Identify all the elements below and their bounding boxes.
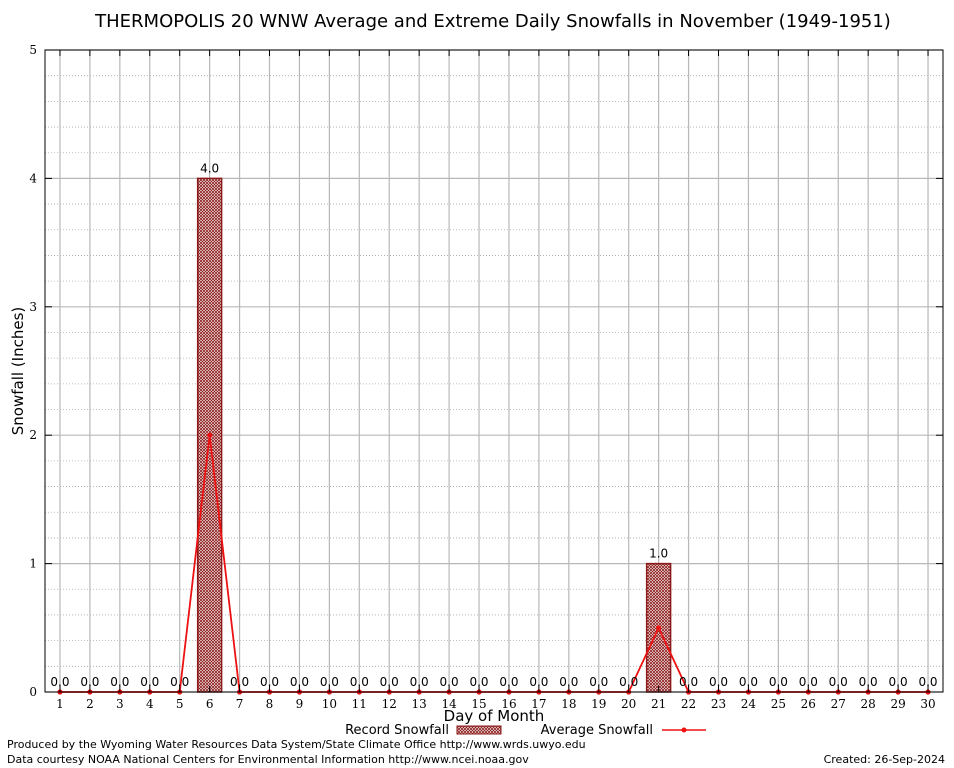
x-tick-label: 17 [531,697,546,711]
record-data-label: 0.0 [290,675,309,689]
legend-record-label: Record Snowfall [345,723,449,738]
average-point [656,625,662,631]
x-tick-label: 19 [591,697,606,711]
y-tick-label: 3 [29,300,37,314]
x-tick-label: 2 [86,697,94,711]
record-data-label: 0.0 [679,675,698,689]
record-data-label: 0.0 [350,675,369,689]
record-data-label: 0.0 [769,675,788,689]
x-tick-label: 6 [206,697,214,711]
record-data-label: 0.0 [260,675,279,689]
x-tick-label: 9 [296,697,304,711]
x-tick-label: 12 [382,697,397,711]
legend: Record Snowfall Average Snowfall [345,723,706,738]
x-tick-label: 24 [741,697,757,711]
x-tick-label: 28 [861,697,876,711]
y-axis-label: Snowfall (Inches) [9,307,27,435]
record-data-label: 0.0 [499,675,518,689]
data-labels: 0.0 0.0 0.0 0.0 0.0 4.0 0.0 0.0 0.0 0.0 0.0 0.0 0.0 0… [50,161,937,689]
x-tick-label: 7 [236,697,244,711]
x-tick-label: 26 [801,697,816,711]
record-data-label: 0.0 [529,675,548,689]
grid [45,49,943,693]
x-tick-label: 4 [146,697,154,711]
record-data-label: 4.0 [200,161,219,175]
x-tick-label: 13 [412,697,427,711]
x-tick-label: 27 [831,697,846,711]
record-data-label: 0.0 [440,675,459,689]
legend-record-swatch [456,725,502,735]
record-data-label: 0.0 [50,675,69,689]
record-data-label: 0.0 [589,675,608,689]
y-tick-label: 0 [29,685,37,699]
x-axis-label: Day of Month [444,707,545,725]
record-data-label: 0.0 [799,675,818,689]
y-tick-label: 5 [29,43,37,57]
footer-created: Created: 26-Sep-2024 [823,753,945,766]
x-tick-label: 29 [890,697,905,711]
record-data-label: 0.0 [410,675,429,689]
legend-average-label: Average Snowfall [541,723,653,738]
record-data-label: 0.0 [889,675,908,689]
record-data-label: 0.0 [918,675,937,689]
y-tick-label: 2 [29,428,37,442]
record-data-label: 0.0 [170,675,189,689]
y-tick-label: 4 [29,171,37,185]
x-tick-label: 25 [771,697,786,711]
x-tick-label: 18 [561,697,576,711]
x-tick-label: 1 [56,697,64,711]
record-data-label: 0.0 [469,675,488,689]
y-tick-label: 1 [29,557,37,571]
record-data-label: 0.0 [230,675,249,689]
x-tick-label: 11 [352,697,367,711]
record-data-label: 0.0 [859,675,878,689]
x-tick-label: 3 [116,697,124,711]
footer-data-courtesy: Data courtesy NOAA National Centers for … [7,753,529,766]
legend-average-marker [681,727,687,733]
x-tick-label: 5 [176,697,184,711]
record-data-label: 0.0 [380,675,399,689]
record-data-label: 0.0 [80,675,99,689]
chart-title: THERMOPOLIS 20 WNW Average and Extreme D… [94,11,891,32]
record-data-label: 0.0 [320,675,339,689]
x-tick-label: 14 [441,697,457,711]
record-data-label: 1.0 [649,547,668,561]
record-data-label: 0.0 [829,675,848,689]
x-tick-label: 23 [711,697,726,711]
record-data-label: 0.0 [709,675,728,689]
record-data-label: 0.0 [619,675,638,689]
record-data-label: 0.0 [739,675,758,689]
x-tick-label: 10 [322,697,337,711]
x-tick-label: 21 [651,697,666,711]
x-tick-label: 15 [471,697,486,711]
record-data-label: 0.0 [110,675,129,689]
x-tick-label: 16 [501,697,516,711]
average-point [207,432,213,438]
x-tick-label: 8 [266,697,274,711]
record-data-label: 0.0 [140,675,159,689]
x-tick-label: 30 [920,697,935,711]
x-tick-label: 20 [621,697,636,711]
record-data-label: 0.0 [559,675,578,689]
footer-produced-by: Produced by the Wyoming Water Resources … [7,738,586,751]
x-tick-label: 22 [681,697,696,711]
plot-frame [44,49,944,693]
